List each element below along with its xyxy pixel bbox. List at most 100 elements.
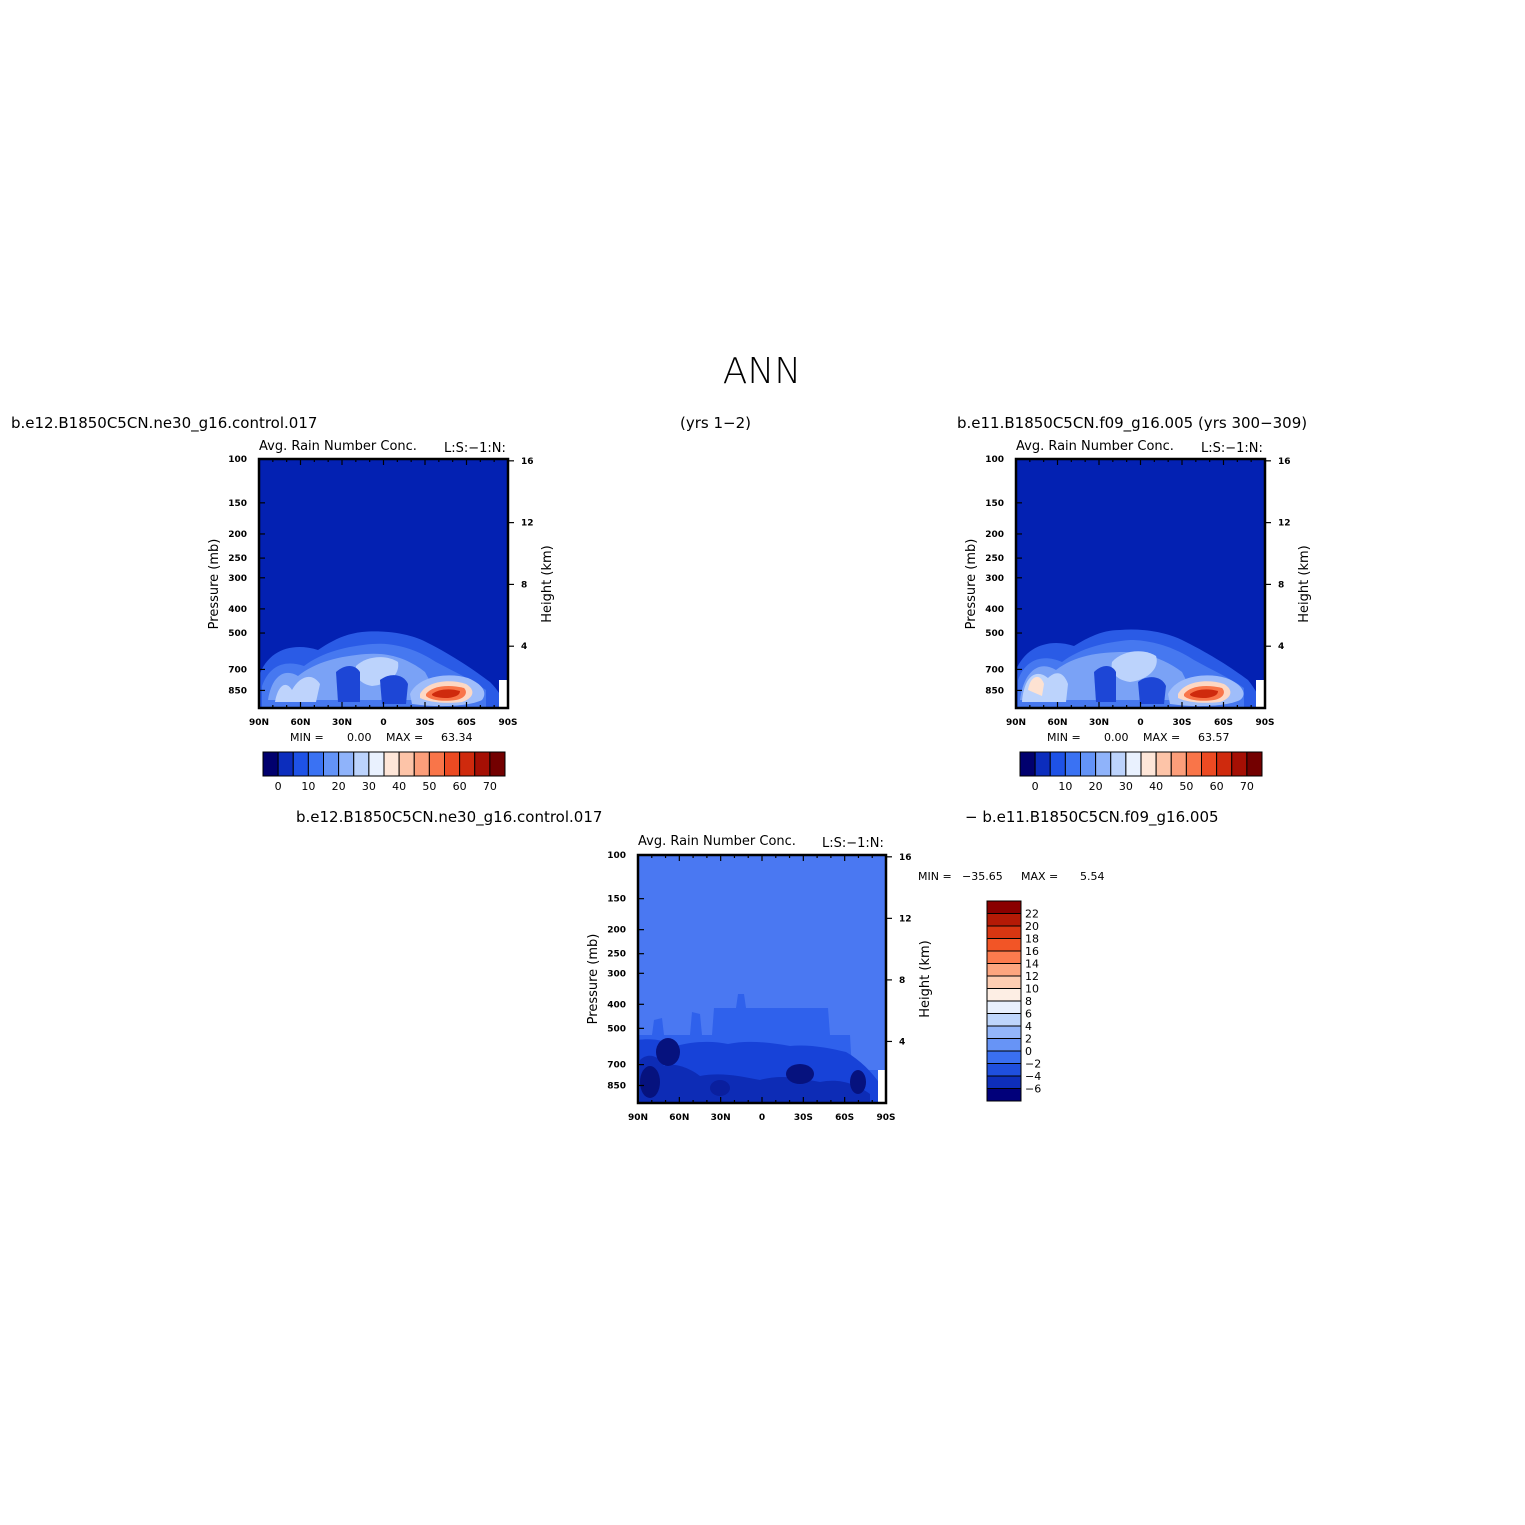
- y-tick-label: 100: [607, 851, 626, 861]
- x-tick-label: 90S: [1255, 718, 1274, 728]
- x-tick-labels: 90N 60N 30N 0 30S 60S 90S: [628, 1113, 896, 1123]
- y-right-tick-label: 16: [1278, 457, 1291, 467]
- x-tick-label: 30S: [794, 1113, 813, 1123]
- plot-title: Avg. Rain Number Conc.: [259, 439, 417, 454]
- colorbar-label: 70: [483, 780, 497, 793]
- diff-case-a-label: b.e12.B1850C5CN.ne30_g16.control.017: [296, 808, 602, 827]
- x-tick-label: 30S: [1172, 718, 1191, 728]
- colorbar-swatch: [1095, 751, 1112, 777]
- min-value: −35.65: [962, 870, 1003, 883]
- y-tick-label: 300: [228, 574, 247, 584]
- colorbar-label: 30: [362, 780, 376, 793]
- y-tick-labels: 100 150 200 250 300 400 500 700 850: [607, 851, 626, 1091]
- y-axis-label-right: Height (km): [918, 940, 933, 1017]
- axes: [1014, 457, 1271, 710]
- x-tick-label: 60S: [1214, 718, 1233, 728]
- axes: [636, 853, 892, 1105]
- colorbar-swatch: [1080, 751, 1097, 777]
- y-axis-label: Pressure (mb): [964, 539, 979, 630]
- x-tick-label: 30S: [415, 718, 434, 728]
- y-right-tick-label: 16: [521, 457, 534, 467]
- colorbar-swatch: [338, 751, 355, 777]
- colorbar-swatch: [1125, 751, 1142, 777]
- colorbar-swatch: [1231, 751, 1248, 777]
- colorbar-label: 2: [1025, 1033, 1032, 1046]
- colorbar-label: 20: [1089, 780, 1103, 793]
- axes: [257, 457, 514, 710]
- y-axis-label: Pressure (mb): [586, 934, 601, 1025]
- y-right-tick-label: 8: [521, 580, 527, 590]
- main-title: ANN: [723, 351, 802, 392]
- y-right-tick-labels: 16 12 8 4: [521, 457, 534, 652]
- y-tick-label: 250: [228, 554, 247, 564]
- colorbar-swatch: [986, 1050, 1022, 1064]
- y-right-tick-label: 16: [899, 853, 912, 863]
- colorbar-swatch: [986, 963, 1022, 977]
- y-right-tick-label: 12: [899, 914, 912, 924]
- max-value: 63.34: [441, 731, 473, 744]
- colorbar-label: 0: [1032, 780, 1039, 793]
- colorbar-swatch: [986, 925, 1022, 939]
- y-right-tick-label: 12: [521, 519, 534, 529]
- colorbar-label: −2: [1025, 1058, 1041, 1071]
- colorbar-label: −6: [1025, 1083, 1041, 1096]
- colorbar-swatch: [1034, 751, 1051, 777]
- y-tick-label: 100: [985, 455, 1004, 465]
- diff-case-b-label: − b.e11.B1850C5CN.f09_g16.005: [965, 808, 1219, 827]
- colorbar-swatch: [323, 751, 340, 777]
- top-left-case-label: b.e12.B1850C5CN.ne30_g16.control.017: [11, 414, 317, 433]
- x-tick-label: 60N: [1047, 718, 1067, 728]
- colorbar-label: 12: [1025, 970, 1039, 983]
- y-tick-label: 250: [607, 950, 626, 960]
- y-tick-label: 150: [607, 895, 626, 905]
- colorbar-swatch: [986, 1000, 1022, 1014]
- colorbar-label: 20: [1025, 920, 1039, 933]
- y-axis-label-right: Height (km): [1297, 545, 1312, 622]
- min-value: 0.00: [347, 731, 372, 744]
- y-right-tick-label: 8: [899, 976, 905, 986]
- y-tick-label: 700: [985, 665, 1004, 675]
- colorbar-label: 50: [1179, 780, 1193, 793]
- colorbar-swatch: [292, 751, 309, 777]
- colorbar-swatch: [986, 913, 1022, 927]
- colorbar-swatch: [986, 900, 1022, 914]
- colorbar-swatch: [986, 975, 1022, 989]
- y-tick-label: 850: [607, 1081, 626, 1091]
- x-tick-label: 60S: [835, 1113, 854, 1123]
- colorbar-label: 16: [1025, 945, 1039, 958]
- y-tick-label: 500: [228, 629, 247, 639]
- colorbar-swatch: [1170, 751, 1187, 777]
- y-tick-label: 700: [228, 665, 247, 675]
- max-label: MAX =: [1021, 870, 1058, 883]
- y-tick-label: 700: [607, 1061, 626, 1071]
- colorbar-label: 60: [453, 780, 467, 793]
- colorbar-label: 14: [1025, 958, 1039, 971]
- colorbar-label: 10: [301, 780, 315, 793]
- x-tick-label: 90S: [498, 718, 517, 728]
- x-tick-label: 30N: [1089, 718, 1109, 728]
- y-tick-label: 400: [228, 605, 247, 615]
- y-tick-label: 100: [228, 455, 247, 465]
- y-tick-labels: 100 150 200 250 300 400 500 700 850: [228, 455, 247, 696]
- colorbar-swatch: [1140, 751, 1157, 777]
- colorbar-swatch: [307, 751, 324, 777]
- colorbar-label: 0: [275, 780, 282, 793]
- y-tick-label: 150: [985, 499, 1004, 509]
- y-right-tick-label: 12: [1278, 519, 1291, 529]
- colorbar-swatch: [277, 751, 294, 777]
- colorbar-label: −4: [1025, 1070, 1041, 1083]
- y-tick-label: 250: [985, 554, 1004, 564]
- colorbar-swatch: [398, 751, 415, 777]
- y-tick-label: 150: [228, 499, 247, 509]
- y-tick-label: 500: [607, 1024, 626, 1034]
- colorbar-label: 70: [1240, 780, 1254, 793]
- colorbar-swatch: [1110, 751, 1127, 777]
- panel-top-left: 90N 60N 30N 0 30S 60S 90S 10015020025030040050…: [207, 439, 555, 793]
- x-tick-label: 0: [759, 1113, 765, 1123]
- colorbar-swatch: [986, 950, 1022, 964]
- colorbar-swatch: [986, 1088, 1022, 1102]
- y-right-tick-label: 4: [899, 1037, 905, 1047]
- colorbar: 0 10 20 30 40 50 60 70: [1019, 751, 1263, 793]
- contour-field: [259, 459, 508, 708]
